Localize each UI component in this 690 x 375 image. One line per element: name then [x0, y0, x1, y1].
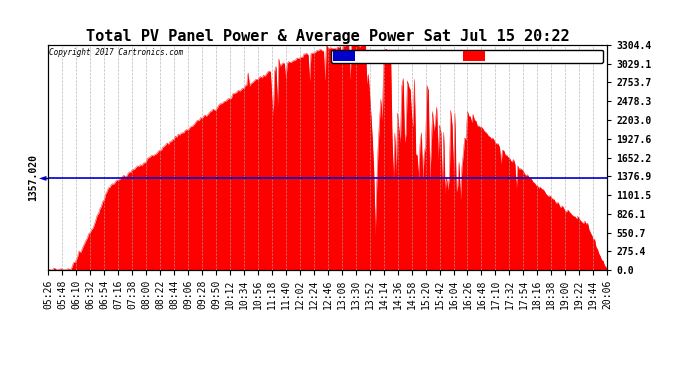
Title: Total PV Panel Power & Average Power Sat Jul 15 20:22: Total PV Panel Power & Average Power Sat…: [86, 29, 569, 44]
Text: Copyright 2017 Cartronics.com: Copyright 2017 Cartronics.com: [49, 48, 183, 57]
Text: ◄: ◄: [39, 172, 47, 183]
Legend: Average  (DC Watts), PV Panels  (DC Watts): Average (DC Watts), PV Panels (DC Watts): [331, 50, 602, 63]
